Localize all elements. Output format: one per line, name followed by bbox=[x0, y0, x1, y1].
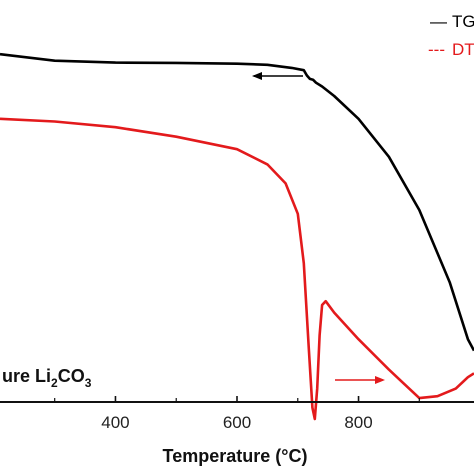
tg-direction-arrow bbox=[252, 72, 303, 80]
sample-label-sub2: 3 bbox=[85, 376, 92, 390]
x-tick-label-400: 400 bbox=[101, 413, 129, 432]
x-axis-label: Temperature (°C) bbox=[163, 446, 308, 466]
legend: — TG --- DT bbox=[428, 12, 474, 59]
x-tick-label-800: 800 bbox=[344, 413, 372, 432]
x-tick-label-600: 600 bbox=[223, 413, 251, 432]
sample-label-sub1: 2 bbox=[51, 376, 58, 390]
dta-direction-arrow bbox=[335, 376, 385, 384]
arrow-layer bbox=[252, 72, 385, 384]
tick-layer: 400 600 800 bbox=[54, 396, 420, 432]
sample-label: ure Li2CO3 bbox=[2, 366, 92, 390]
series-layer bbox=[0, 52, 474, 421]
sample-label-mid: CO bbox=[58, 366, 85, 386]
series-line-dta bbox=[0, 117, 474, 421]
series-line-tg bbox=[0, 52, 474, 352]
legend-label-dta: DT bbox=[452, 40, 474, 59]
legend-label-tg: TG bbox=[452, 12, 474, 31]
sample-label-prefix: ure Li bbox=[2, 366, 51, 386]
legend-marker-dta: --- bbox=[428, 40, 445, 59]
legend-marker-tg: — bbox=[430, 12, 447, 31]
